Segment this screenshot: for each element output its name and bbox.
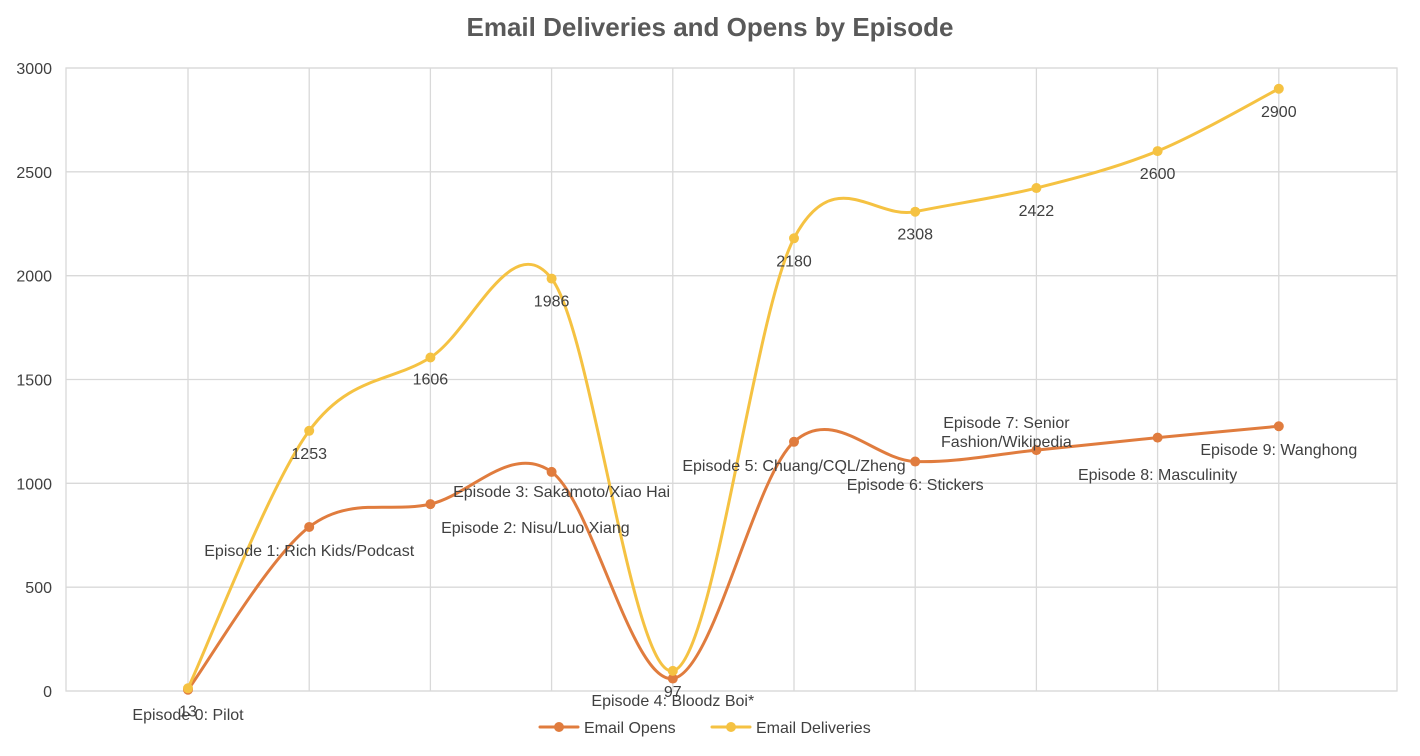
data-point-email-deliveries (910, 206, 921, 217)
data-label-deliveries: 97 (664, 684, 682, 701)
legend-marker-email-opens (554, 722, 564, 732)
y-tick-label: 0 (43, 684, 52, 701)
data-point-email-opens (1152, 432, 1163, 443)
data-point-email-deliveries (1273, 83, 1284, 94)
legend-label-email-deliveries: Email Deliveries (756, 720, 871, 737)
series-lines (186, 87, 1281, 692)
y-tick-label: 2500 (16, 165, 52, 182)
y-tick-label: 500 (25, 580, 52, 597)
category-label: Episode 4: Bloodz Boi* (591, 693, 754, 710)
data-label-deliveries: 1986 (534, 294, 570, 311)
y-axis-ticks: 0 500 1000 1500 2000 2500 3000 (16, 61, 52, 701)
legend-marker-email-deliveries (726, 722, 736, 732)
series-line-email-deliveries (186, 87, 1281, 690)
data-label-deliveries: 1253 (291, 446, 327, 463)
series-line-email-opens (186, 424, 1281, 692)
data-points (183, 83, 1284, 695)
data-point-email-opens (910, 456, 921, 467)
data-label-deliveries: 1606 (413, 371, 449, 388)
category-label: Episode 0: Pilot (132, 707, 244, 724)
data-point-email-opens (789, 436, 799, 447)
category-label: Episode 3: Sakamoto/Xiao Hai (453, 484, 670, 501)
category-label: Episode 2: Nisu/Luo Xiang (441, 520, 630, 537)
data-point-email-opens (546, 466, 557, 477)
category-label: Episode 8: Masculinity (1078, 467, 1237, 484)
data-point-email-opens (667, 673, 678, 684)
data-point-email-opens (1031, 445, 1042, 456)
category-label: Episode 9: Wanghong (1200, 442, 1357, 459)
y-tick-label: 3000 (16, 61, 52, 78)
data-label-deliveries: 2308 (897, 227, 933, 244)
data-point-email-deliveries (183, 683, 193, 694)
data-point-email-opens (304, 521, 315, 532)
data-label-deliveries: 2422 (1019, 203, 1055, 220)
legend-label-email-opens: Email Opens (584, 720, 676, 737)
y-tick-label: 1500 (16, 373, 52, 390)
data-label-deliveries: 13 (179, 703, 197, 720)
y-tick-label: 1000 (16, 476, 52, 493)
category-label: Episode 6: Stickers (847, 477, 984, 494)
data-point-email-deliveries (425, 352, 436, 363)
legend: Email Opens Email Deliveries (538, 720, 871, 737)
chart-title: Email Deliveries and Opens by Episode (467, 12, 954, 42)
data-point-email-deliveries (667, 665, 678, 676)
data-label-deliveries: 2180 (776, 253, 812, 270)
y-tick-label: 2000 (16, 269, 52, 286)
data-point-email-deliveries (546, 273, 557, 284)
category-label: Episode 1: Rich Kids/Podcast (204, 543, 414, 560)
data-labels: 13 1253 1606 1986 97 2180 2308 2422 2600 2900 Epis… (132, 104, 1357, 724)
gridlines (65, 67, 1398, 692)
data-point-email-opens (1273, 421, 1284, 432)
category-label: Episode 7: Senior Fashion/Wikipedia (941, 415, 1072, 451)
data-label-deliveries: 2900 (1261, 104, 1297, 121)
data-point-email-deliveries (789, 233, 799, 244)
data-point-email-deliveries (1152, 146, 1163, 157)
data-point-email-deliveries (304, 425, 315, 436)
data-point-email-opens (425, 499, 436, 510)
data-label-deliveries: 2600 (1140, 166, 1176, 183)
data-point-email-deliveries (1031, 183, 1042, 194)
category-label: Episode 5: Chuang/CQL/Zheng (682, 458, 905, 475)
